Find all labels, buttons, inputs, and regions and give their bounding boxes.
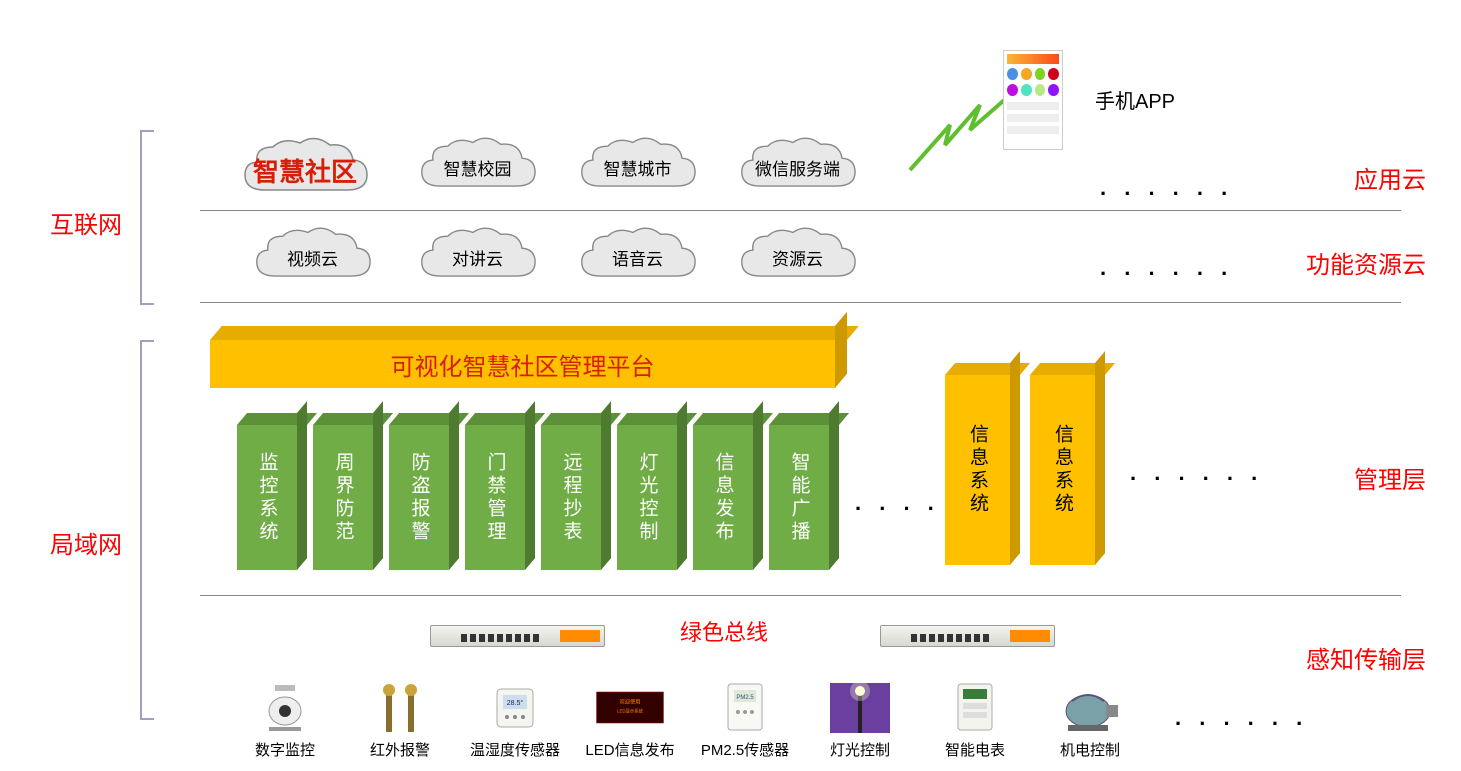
device-ir-post: 红外报警 (350, 680, 450, 760)
layer-mgmt: 管理层 (1354, 460, 1426, 495)
cloud-smart-community: 智慧社区 (225, 135, 385, 205)
side-label-internet: 互联网 (50, 205, 122, 240)
pm25-icon: PM2.5 (710, 680, 780, 735)
streetlight-icon (825, 680, 895, 735)
meter-icon (940, 680, 1010, 735)
device-label-4: PM2.5传感器 (695, 739, 795, 760)
camera-icon (250, 680, 320, 735)
side-label-lan: 局域网 (50, 525, 122, 560)
network-switch-right (880, 625, 1055, 647)
cloud-func-1: 对讲云 (405, 225, 550, 290)
device-label-5: 灯光控制 (810, 739, 910, 760)
green-block-7: 智能广播 (769, 425, 829, 570)
motor-icon (1055, 680, 1125, 735)
svg-text:LED显示系统: LED显示系统 (617, 707, 644, 714)
device-pm25: PM2.5 PM2.5传感器 (695, 680, 795, 760)
cloud-func-2: 语音云 (565, 225, 710, 290)
platform-label: 可视化智慧社区管理平台 (391, 347, 655, 382)
cloud-2: 微信服务端 (725, 135, 870, 200)
device-motor: 机电控制 (1040, 680, 1140, 760)
device-label-7: 机电控制 (1040, 739, 1140, 760)
sep-1 (200, 210, 1401, 211)
bracket-internet (140, 130, 142, 305)
svg-text:28.5°: 28.5° (507, 699, 524, 707)
layer-sense: 感知传输层 (1306, 640, 1426, 675)
device-led: 欢迎使用LED显示系统 LED信息发布 (580, 680, 680, 760)
device-camera: 数字监控 (235, 680, 335, 760)
device-label-6: 智能电表 (925, 739, 1025, 760)
phone-app-mockup (1003, 50, 1063, 150)
lightning-bolt-icon (905, 95, 1015, 175)
sep-3 (200, 595, 1401, 596)
sep-2 (200, 302, 1401, 303)
dots-devices: . . . . . . (1175, 705, 1308, 731)
thermo-icon: 28.5° (480, 680, 550, 735)
device-thermo: 28.5° 温湿度传感器 (465, 680, 565, 760)
dots-row2: . . . . . . (1100, 255, 1233, 281)
network-switch-left (430, 625, 605, 647)
mobile-app-label: 手机APP (1095, 85, 1175, 114)
bus-label: 绿色总线 (680, 615, 768, 647)
orange-block-1: 信息系统 (1030, 375, 1095, 565)
led-icon: 欢迎使用LED显示系统 (595, 680, 665, 735)
device-streetlight: 灯光控制 (810, 680, 910, 760)
device-label-3: LED信息发布 (580, 739, 680, 760)
dots-orange: . . . . . . (1130, 460, 1263, 486)
green-block-5: 灯光控制 (617, 425, 677, 570)
cloud-1: 智慧城市 (565, 135, 710, 200)
green-block-1: 周界防范 (313, 425, 373, 570)
green-block-4: 远程抄表 (541, 425, 601, 570)
device-meter: 智能电表 (925, 680, 1025, 760)
layer-func: 功能资源云 (1306, 245, 1426, 280)
cloud-0: 智慧校园 (405, 135, 550, 200)
dots-row1: . . . . . . (1100, 175, 1233, 201)
green-block-2: 防盗报警 (389, 425, 449, 570)
platform-bar: 可视化智慧社区管理平台 (210, 340, 835, 388)
orange-block-0: 信息系统 (945, 375, 1010, 565)
svg-text:欢迎使用: 欢迎使用 (620, 698, 641, 706)
device-label-0: 数字监控 (235, 739, 335, 760)
green-block-0: 监控系统 (237, 425, 297, 570)
device-label-1: 红外报警 (350, 739, 450, 760)
bracket-lan (140, 340, 142, 720)
ir-post-icon (365, 680, 435, 735)
cloud-func-3: 资源云 (725, 225, 870, 290)
device-label-2: 温湿度传感器 (465, 739, 565, 760)
green-block-3: 门禁管理 (465, 425, 525, 570)
green-block-6: 信息发布 (693, 425, 753, 570)
layer-app: 应用云 (1354, 160, 1426, 195)
cloud-func-0: 视频云 (240, 225, 385, 290)
svg-text:PM2.5: PM2.5 (736, 695, 754, 701)
